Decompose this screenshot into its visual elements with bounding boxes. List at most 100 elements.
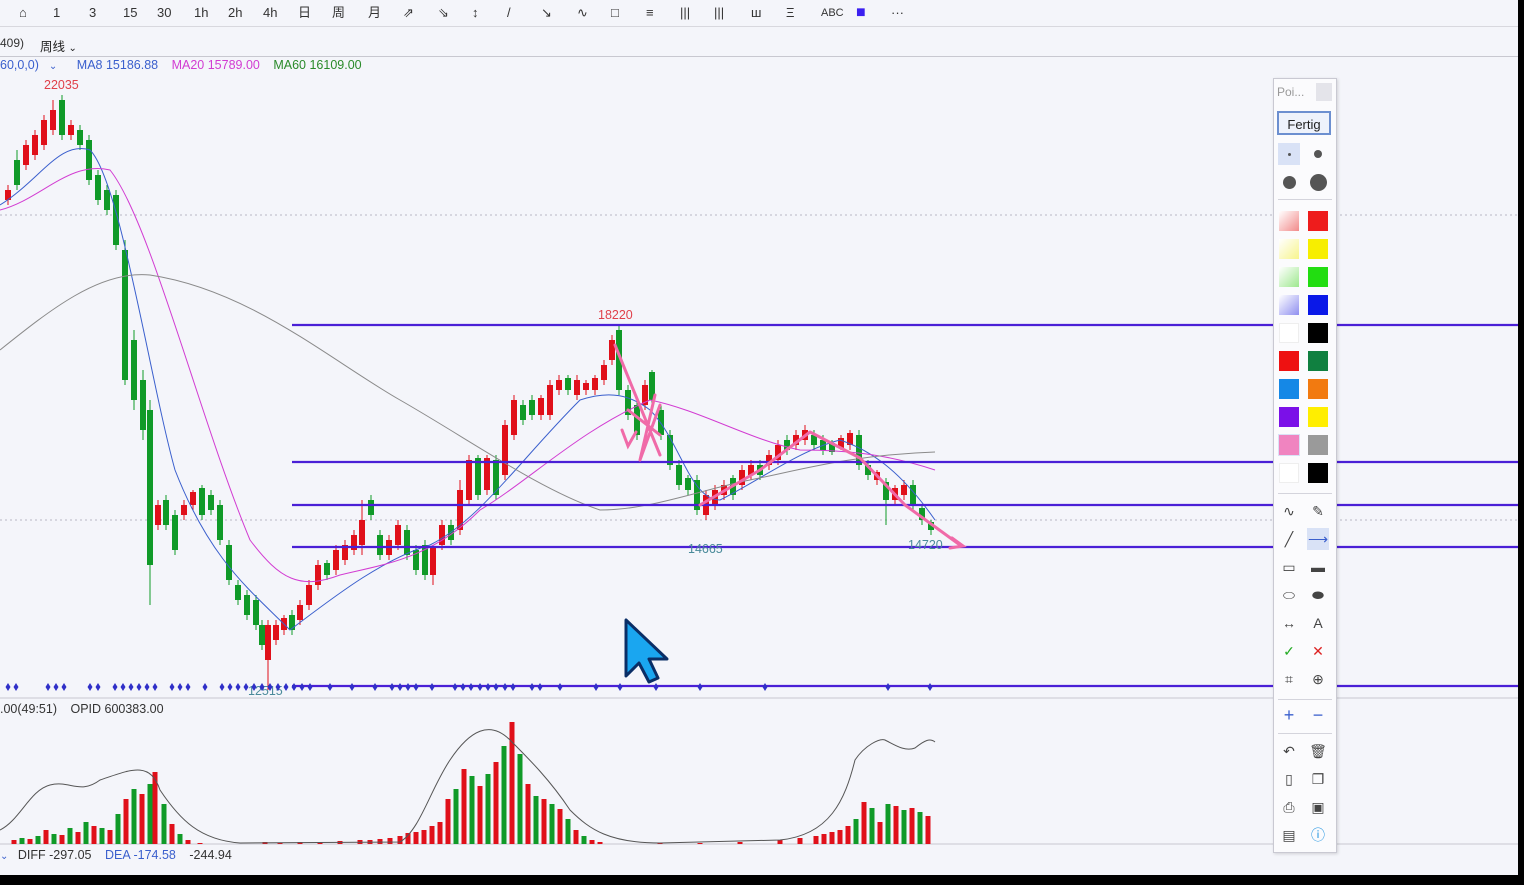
macd-bar	[139, 794, 145, 844]
info-button[interactable]: ⓘ	[1307, 824, 1329, 846]
candle-body	[342, 545, 348, 560]
color-swatch-15[interactable]	[1307, 406, 1329, 428]
image-button[interactable]: ▤	[1278, 824, 1300, 846]
rectangle-icon: ▭	[1282, 559, 1296, 575]
text-tool[interactable]: A	[1307, 612, 1329, 634]
color-swatch-18[interactable]	[1278, 462, 1300, 484]
color-swatch-13[interactable]	[1307, 378, 1329, 400]
toolbar-item-14[interactable]: /	[507, 5, 511, 20]
color-swatch-3[interactable]	[1307, 238, 1329, 260]
color-swatch-fill	[1308, 267, 1328, 287]
toolbar-item-0[interactable]: ⌂	[19, 5, 27, 20]
ma-params[interactable]: 60,0,0) ⌄	[0, 58, 67, 72]
toolbar-item-7[interactable]: 4h	[263, 5, 278, 20]
arrow-line-tool[interactable]: ⟶	[1307, 528, 1329, 550]
crop-tool[interactable]: ⌗	[1278, 668, 1300, 690]
palette-close-button[interactable]	[1316, 83, 1332, 101]
filled-ellipse-tool[interactable]: ⬬	[1307, 584, 1329, 606]
toolbar-item-12[interactable]: ⇘	[438, 5, 449, 20]
toolbar-item-1[interactable]: 1	[53, 5, 61, 20]
ellipse-tool[interactable]: ⬭	[1278, 584, 1300, 606]
undo-button[interactable]: ↶	[1278, 740, 1300, 762]
color-swatch-fill	[1308, 211, 1328, 231]
done-button[interactable]: Fertig	[1277, 111, 1331, 135]
checkmark-tool[interactable]: ✓	[1278, 640, 1300, 662]
trash-button[interactable]: 🗑	[1307, 740, 1329, 762]
color-swatch-1[interactable]	[1307, 210, 1329, 232]
color-swatch-11[interactable]	[1307, 350, 1329, 372]
color-swatch-9[interactable]	[1307, 322, 1329, 344]
cross-tool[interactable]: ✕	[1307, 640, 1329, 662]
color-swatch-19[interactable]	[1307, 462, 1329, 484]
save-button[interactable]: ▣	[1307, 796, 1329, 818]
macd-bar	[107, 830, 113, 844]
toolbar-item-2[interactable]: 3	[89, 5, 97, 20]
toolbar-item-18[interactable]: ≡	[646, 5, 654, 20]
toolbar-item-8[interactable]: 日	[298, 5, 312, 20]
color-swatch-16[interactable]	[1278, 434, 1300, 456]
toolbar-item-21[interactable]: ш	[751, 5, 762, 20]
toolbar-item-3[interactable]: 15	[123, 5, 138, 20]
dot-size-large[interactable]	[1278, 171, 1300, 193]
color-swatch-10[interactable]	[1278, 350, 1300, 372]
new-page-button[interactable]: ▯	[1278, 768, 1300, 790]
toolbar-item-10[interactable]: 月	[368, 5, 382, 20]
double-arrow-tool[interactable]: ↔	[1278, 612, 1300, 634]
toolbar-item-23[interactable]: ABC	[821, 7, 844, 19]
color-swatch-4[interactable]	[1278, 266, 1300, 288]
toolbar-item-5[interactable]: 1h	[194, 5, 209, 20]
signal-marker	[697, 683, 703, 691]
color-swatch-14[interactable]	[1278, 406, 1300, 428]
window-edge	[1518, 0, 1524, 885]
toolbar-item-11[interactable]: ⇗	[403, 5, 414, 20]
macd-legend: ⌄ DIFF -297.05 DEA -174.58 -244.94	[0, 846, 242, 864]
candle-body	[163, 500, 169, 525]
chevron-down-icon[interactable]: ⌄	[0, 851, 9, 862]
color-swatch-8[interactable]	[1278, 322, 1300, 344]
toolbar-item-16[interactable]: ∿	[577, 5, 588, 20]
zoom-out-tool[interactable]: −	[1307, 704, 1329, 726]
signal-marker	[653, 683, 659, 691]
color-swatch-7[interactable]	[1307, 294, 1329, 316]
toolbar-item-15[interactable]: ↘	[541, 5, 552, 20]
color-swatch-17[interactable]	[1307, 434, 1329, 456]
color-swatch-5[interactable]	[1307, 266, 1329, 288]
filled-rectangle-tool[interactable]: ▬	[1307, 556, 1329, 578]
print-button[interactable]: ⎙	[1278, 796, 1300, 818]
line-tool[interactable]: ╱	[1278, 528, 1300, 550]
freehand-tool[interactable]: ∿	[1278, 500, 1300, 522]
rectangle-tool[interactable]: ▭	[1278, 556, 1300, 578]
zoom-in-tool[interactable]: +	[1278, 704, 1300, 726]
color-swatch-fill	[1279, 239, 1299, 259]
toolbar-item-24[interactable]: ■	[856, 4, 866, 21]
copy-button[interactable]: ❐	[1307, 768, 1329, 790]
color-swatch-12[interactable]	[1278, 378, 1300, 400]
arrow-line-icon: ⟶	[1307, 531, 1329, 547]
macd-bar	[75, 832, 81, 844]
dot-size-medium[interactable]	[1307, 143, 1329, 165]
color-swatch-6[interactable]	[1278, 294, 1300, 316]
toolbar-item-19[interactable]: |||	[680, 5, 691, 20]
dot-size-small[interactable]	[1278, 143, 1300, 165]
signal-marker	[460, 683, 466, 691]
candle-body	[625, 390, 631, 415]
macd-bar	[51, 834, 57, 844]
zoom-tool[interactable]: ⊕	[1307, 668, 1329, 690]
toolbar-item-17[interactable]: □	[611, 5, 619, 20]
color-swatch-fill	[1279, 435, 1299, 455]
toolbar-item-9[interactable]: 周	[332, 5, 346, 20]
color-swatch-2[interactable]	[1278, 238, 1300, 260]
toolbar-item-6[interactable]: 2h	[228, 5, 243, 20]
brush-tool[interactable]: ✎	[1307, 500, 1329, 522]
toolbar-item-22[interactable]: Ξ	[786, 5, 795, 20]
toolbar-item-20[interactable]: |||	[714, 5, 725, 20]
period-selector[interactable]: 周线 ⌄	[40, 36, 77, 55]
candle-body	[306, 585, 312, 605]
candle-body	[574, 380, 580, 395]
toolbar-item-25[interactable]: ···	[891, 5, 904, 20]
dot-size-xlarge[interactable]	[1307, 171, 1329, 193]
color-swatch-0[interactable]	[1278, 210, 1300, 232]
toolbar-item-13[interactable]: ↕	[472, 5, 479, 20]
toolbar-item-4[interactable]: 30	[157, 5, 172, 20]
